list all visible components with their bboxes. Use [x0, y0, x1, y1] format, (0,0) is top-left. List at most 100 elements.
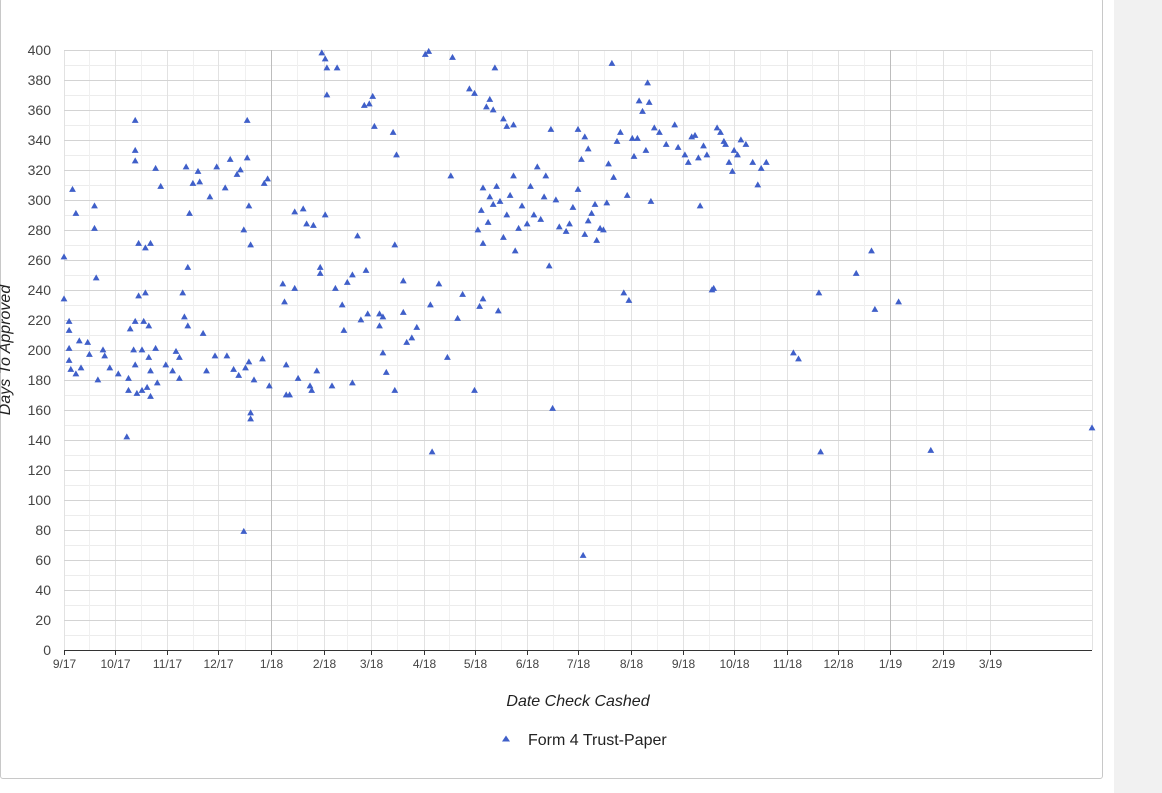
data-point-triangle	[265, 382, 273, 389]
x-tick-label: 3/19	[979, 657, 1003, 671]
data-point-triangle	[449, 53, 456, 60]
data-point-triangle	[644, 79, 651, 86]
data-point-triangle	[717, 128, 724, 135]
data-point-triangle	[321, 55, 329, 62]
data-point-triangle	[584, 145, 592, 152]
y-tick-label: 260	[28, 252, 52, 268]
data-point-triangle	[527, 182, 534, 189]
y-axis-title: Days To Approved	[0, 284, 14, 416]
data-point-triangle	[199, 329, 207, 336]
data-point-triangle	[762, 158, 770, 165]
data-point-triangle	[65, 356, 73, 363]
data-point-triangle	[362, 266, 370, 273]
data-point-triangle	[569, 203, 577, 210]
data-point-triangle	[634, 134, 641, 141]
data-point-triangle	[247, 241, 254, 248]
data-point-triangle	[817, 448, 824, 455]
data-point-triangle	[176, 353, 183, 360]
data-point-triangle	[486, 193, 494, 200]
data-point-triangle	[237, 166, 244, 173]
x-tick-label: 3/18	[360, 657, 384, 671]
data-point-triangle	[608, 59, 616, 66]
data-point-triangle	[213, 163, 221, 170]
legend[interactable]: Form 4 Trust-Paper	[502, 732, 667, 749]
x-tick-label: 12/17	[203, 657, 233, 671]
data-point-triangle	[67, 365, 75, 372]
data-point-triangle	[184, 322, 192, 329]
data-point-triangle	[691, 131, 699, 138]
data-point-triangle	[142, 244, 149, 251]
data-point-triangle	[230, 365, 237, 372]
data-point-triangle	[226, 155, 234, 162]
data-point-triangle	[147, 392, 154, 399]
y-tick-label: 120	[28, 462, 52, 478]
data-point-triangle	[603, 199, 611, 206]
data-point-triangle	[371, 122, 378, 129]
data-point-triangle	[306, 382, 314, 389]
data-point-triangle	[530, 211, 538, 218]
data-point-triangle	[389, 128, 397, 135]
y-tick-label: 20	[35, 612, 51, 628]
data-point-triangle	[316, 263, 324, 270]
data-point-triangle	[459, 290, 466, 297]
x-tick-label: 4/18	[413, 657, 437, 671]
data-point-triangle	[354, 232, 361, 239]
data-point-triangle	[581, 230, 589, 237]
data-point-triangle	[101, 352, 109, 359]
data-point-triangle	[927, 446, 935, 453]
data-point-triangle	[152, 344, 159, 351]
scrollbar-track[interactable]	[1114, 0, 1162, 793]
data-point-triangle	[376, 310, 383, 317]
data-point-triangle	[294, 374, 302, 381]
data-point-triangle	[496, 197, 504, 204]
data-point-triangle	[391, 386, 399, 393]
data-point-triangle	[313, 367, 321, 374]
data-point-triangle	[91, 202, 98, 209]
data-point-triangle	[518, 202, 526, 209]
x-tick-label: 1/18	[260, 657, 284, 671]
x-axis-title: Date Check Cashed	[506, 693, 650, 710]
x-tick-label: 10/17	[100, 657, 130, 671]
data-point-triangle	[476, 302, 483, 309]
data-point-triangle	[511, 247, 519, 254]
data-point-triangle	[684, 158, 692, 165]
data-point-triangle	[506, 191, 514, 198]
data-point-triangle	[613, 137, 621, 144]
data-point-triangle	[510, 172, 517, 179]
y-tick-label: 400	[28, 42, 52, 58]
data-point-triangle	[162, 361, 170, 368]
data-point-triangle	[152, 164, 159, 171]
data-point-triangle	[364, 310, 372, 317]
data-point-triangle	[574, 125, 582, 132]
data-point-triangle	[259, 355, 266, 362]
data-point-triangle	[545, 262, 553, 269]
data-point-triangle	[871, 305, 879, 312]
data-point-triangle	[730, 146, 738, 153]
x-tick-label: 8/18	[620, 657, 644, 671]
data-point-triangle	[562, 227, 570, 234]
minor-gridlines	[64, 50, 1093, 650]
data-point-triangle	[547, 125, 555, 132]
data-point-triangle	[245, 202, 253, 209]
data-point-triangle	[620, 289, 628, 296]
data-point-triangle	[291, 208, 299, 215]
data-point-triangle	[427, 301, 434, 308]
data-point-triangle	[489, 200, 497, 207]
scatter-chart: 0 20 40 60 80 100 120 140 160 180 200 220 240 260 280 3…	[0, 42, 1096, 749]
data-point-triangle	[515, 224, 522, 231]
data-point-triangle	[343, 278, 351, 285]
data-point-triangle	[628, 134, 636, 141]
data-point-triangle	[349, 379, 356, 386]
data-point-triangle	[399, 308, 407, 315]
data-point-triangle	[671, 121, 679, 128]
data-point-triangle	[65, 326, 73, 333]
data-point-triangle	[428, 448, 436, 455]
x-tick-label: 5/18	[464, 657, 488, 671]
data-point-triangle	[250, 376, 258, 383]
data-point-triangle	[240, 527, 248, 534]
data-point-triangle	[605, 160, 612, 167]
data-point-triangle	[593, 236, 601, 243]
data-point-triangle	[600, 226, 607, 233]
data-point-triangle	[340, 326, 348, 333]
data-point-triangle	[172, 347, 180, 354]
